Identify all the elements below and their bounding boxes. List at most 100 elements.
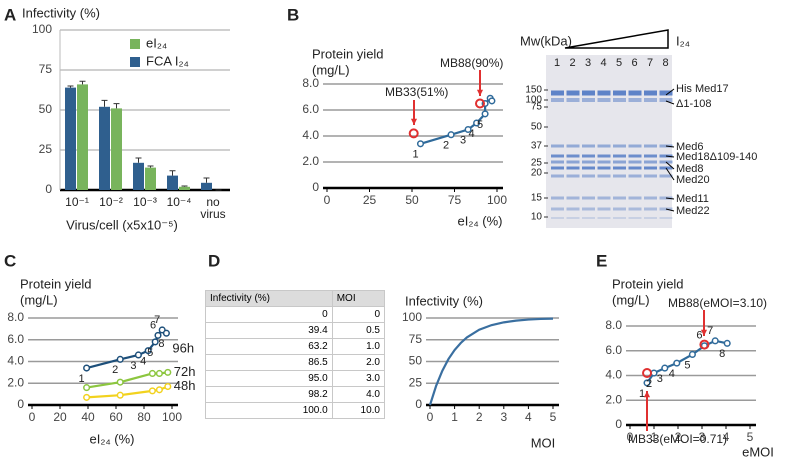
gel-band — [597, 90, 611, 96]
data-point — [481, 110, 489, 118]
table-row: 100.0 10.0 — [205, 402, 386, 419]
table-row: 39.4 0.5 — [205, 322, 386, 339]
point-label: 3 — [657, 373, 663, 385]
gel-band — [582, 166, 595, 170]
x-tick-label: 3 — [699, 430, 706, 444]
point-label: 2 — [646, 378, 652, 390]
x-tick-label: 0 — [324, 193, 331, 207]
series-label: 72h — [174, 364, 196, 379]
gel-band — [582, 98, 595, 102]
table-cell: 98.2 — [205, 386, 333, 403]
data-point — [164, 382, 172, 391]
point-label: 3 — [460, 134, 466, 146]
lane-label: 6 — [631, 57, 637, 69]
x-tick-label: 0 — [427, 410, 434, 424]
point-label: 3 — [130, 360, 136, 372]
series-line — [428, 317, 554, 406]
y-tick-label: 8.0 — [302, 76, 319, 90]
error-bar — [67, 85, 74, 88]
data-point — [116, 391, 124, 399]
band-label: His Med17 — [676, 83, 729, 95]
gel-band — [551, 154, 564, 158]
table-row: 86.5 2.0 — [205, 354, 386, 371]
band-label: Med18Δ109-140 — [676, 151, 757, 163]
y-tick-label: 100 — [402, 310, 422, 324]
point-label: 6 — [150, 319, 156, 331]
band-pointer — [665, 208, 675, 212]
gel-band — [613, 98, 626, 102]
data-point — [154, 331, 162, 339]
gel-background — [546, 55, 672, 228]
error-bar — [203, 177, 210, 183]
bar — [77, 84, 88, 190]
x-axis-label: eI₂₄ (%) — [89, 431, 134, 446]
x-axis-label: eMOI — [742, 444, 774, 459]
table-cell: 0 — [205, 306, 333, 323]
y-tick-label: 2.0 — [302, 154, 319, 168]
y-tick-label: 6.0 — [302, 102, 319, 116]
x-tick-label: 1 — [651, 430, 658, 444]
y-axis-label: Protein yield — [20, 276, 92, 291]
data-point — [488, 97, 496, 105]
data-point — [473, 119, 481, 127]
table-row: 95.0 3.0 — [205, 370, 386, 387]
mw-marker: 75 — [531, 102, 543, 113]
gel-band — [613, 196, 626, 200]
y-tick-label: 6.0 — [7, 332, 24, 346]
panel-letter: B — [287, 5, 299, 24]
y-tick-label: 0 — [312, 180, 319, 194]
highlight-marker — [475, 98, 485, 109]
y-tick-label: 25 — [39, 142, 53, 156]
gel-band — [566, 217, 580, 219]
point-label: 4 — [140, 356, 146, 368]
gel-band — [628, 207, 642, 211]
gel-band — [613, 144, 626, 148]
y-tick-label: 6.0 — [605, 343, 622, 357]
data-point — [711, 337, 719, 345]
table-cell: 4.0 — [331, 386, 386, 403]
x-tick-label: 10⁻¹ — [65, 195, 89, 209]
y-tick-label: 25 — [409, 375, 423, 389]
x-tick-label: 0 — [29, 410, 36, 424]
data-point — [83, 384, 91, 392]
gel-band — [582, 217, 595, 219]
gel-band — [644, 166, 657, 170]
table-cell: 86.5 — [205, 354, 333, 371]
error-bar — [135, 157, 142, 163]
gel-band — [597, 144, 611, 148]
x-tick-label: 2 — [476, 410, 483, 424]
bar — [65, 87, 76, 190]
gel-band — [659, 217, 673, 219]
gel-band — [582, 207, 595, 211]
gel-band — [597, 174, 611, 178]
x-tick-label: 0 — [627, 430, 634, 444]
x-tick-label: 10⁻⁴ — [166, 195, 192, 209]
header-cell: Infectivity (%) — [205, 290, 333, 307]
x-tick-label: 60 — [109, 410, 123, 424]
x-tick-label: no virus — [200, 195, 226, 221]
gel-band — [551, 98, 564, 102]
panel-letter: A — [4, 5, 16, 24]
x-tick-label: 3 — [500, 410, 507, 424]
x-tick-label: 2 — [675, 430, 682, 444]
x-tick-label: 40 — [81, 410, 95, 424]
x-tick-label: 4 — [525, 410, 532, 424]
point-label: 5 — [477, 119, 483, 131]
bar — [133, 162, 144, 190]
gel-band — [566, 174, 580, 178]
panel-letter: E — [596, 251, 607, 270]
gel-band — [582, 174, 595, 178]
mw-marker: 37 — [531, 141, 543, 152]
mw-marker: 15 — [531, 193, 543, 204]
band-pointer — [665, 167, 675, 181]
gel-band — [644, 174, 657, 178]
gel-band — [551, 196, 564, 200]
point-label: 7 — [154, 314, 160, 326]
legend-label: eI₂₄ — [146, 35, 167, 50]
data-point — [673, 359, 681, 367]
legend-swatch — [130, 57, 140, 67]
point-label: 4 — [669, 368, 675, 380]
gel-band — [551, 144, 564, 148]
gel-band — [582, 90, 595, 96]
